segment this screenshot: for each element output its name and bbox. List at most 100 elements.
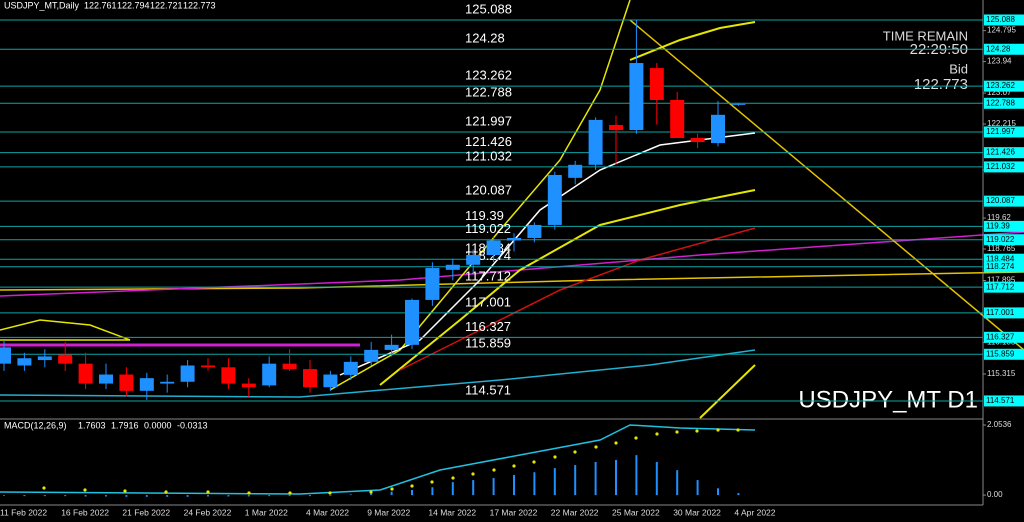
macd-bar [227,495,230,497]
band-lower [699,364,756,419]
macd-bar [717,488,719,496]
level-tag-label: 116.327 [986,332,1015,341]
x-tick-label: 25 Mar 2022 [612,507,660,517]
macd-signal-dot [369,490,373,494]
level-tag [984,220,1024,232]
x-tick-label: 4 Mar 2022 [306,507,349,517]
candle-body [201,365,215,368]
trend-line [629,19,1024,351]
macd-y-tick-label: 2.0536 [987,420,1012,429]
candle-body [17,358,32,366]
macd-signal-dot [390,487,394,491]
ohlc-low: 122.721 [150,0,183,10]
candle-body [323,374,338,388]
level-label: 122.788 [465,85,512,100]
candle-body [711,114,725,144]
candle-body [690,138,705,142]
level-label: 121.032 [465,148,512,163]
macd-bar [431,487,434,496]
watermark: USDJPY_MT D1 [798,386,978,413]
candle-body [649,68,664,100]
indicator-lines [0,0,1024,419]
macd-signal-dot [83,488,87,492]
y-tick-label: 123.07 [987,88,1012,97]
candle-body [568,164,583,178]
macd-signal-dot [451,476,455,480]
macd-bar [166,495,169,497]
macd-signal-dot [695,429,699,433]
macd-bar [451,482,454,496]
macd-bar [492,478,495,496]
candle-body [670,99,685,139]
macd-bar [84,495,87,497]
macd-signal-dot [247,491,251,495]
level-tag [984,281,1024,293]
candle-body [58,354,73,364]
macd-bar [247,495,250,497]
level-tag-label: 119.39 [986,221,1010,230]
y-tick-label: 119.62 [987,213,1011,222]
candle-body [303,369,317,388]
macd-signal-dot [471,472,475,476]
candle-body [282,363,297,370]
candle-body [37,356,52,361]
macd-bar [43,495,46,497]
macd-signal-dot [553,455,557,459]
candle-body [731,103,746,105]
y-tick-label: 122.215 [987,119,1016,128]
macd-bar [472,480,475,496]
moving-average [339,132,756,376]
macd-signal-dot [532,460,536,464]
candle-body [629,63,644,131]
macd-bar [594,461,597,496]
level-tag-label: 118.274 [986,262,1015,271]
macd-reading: 0.0000 [144,420,172,430]
moving-average [399,227,756,371]
level-tag [984,307,1024,319]
macd-signal-dot [736,428,740,432]
band-upper [629,21,756,61]
x-tick-label: 22 Mar 2022 [551,507,599,517]
time-remain-label: TIME REMAIN [883,28,968,43]
macd-bar [696,480,699,496]
candle-body [160,381,175,384]
y-tick-label: 115.315 [987,369,1016,378]
x-tick-label: 4 Apr 2022 [734,507,775,517]
level-tag [984,43,1024,55]
candle-body [139,378,154,391]
macd-signal-dot [614,441,618,445]
x-tick-label: 16 Feb 2022 [61,507,109,517]
x-tick-label: 30 Mar 2022 [673,507,721,517]
x-tick-label: 11 Feb 2022 [0,507,47,517]
level-tag-label: 123.262 [986,81,1015,90]
moving-average [0,349,756,398]
level-tag [984,234,1024,246]
macd-bar [370,493,373,496]
level-label: 117.712 [465,269,511,284]
level-tag-label: 125.088 [986,15,1015,24]
level-tag [984,395,1024,407]
macd-bar [145,495,148,497]
level-tag-label: 124.28 [986,44,1011,53]
x-tick-label: 9 Mar 2022 [367,507,410,517]
level-label: 124.28 [465,31,505,46]
macd-signal-dot [573,450,577,454]
candle-body [241,383,256,388]
level-tag-label: 117.712 [986,282,1015,291]
trend-line [0,271,1024,291]
macd-reading: 1.7603 [78,420,106,430]
symbol: USDJPY_MT,Daily [4,0,80,10]
macd-bar [329,495,332,496]
level-label: 117.001 [465,294,511,309]
level-label: 121.997 [465,113,512,128]
level-tag [984,195,1024,207]
macd-bar [553,468,556,496]
macd-bar [655,461,658,496]
y-tick-label: 117.895 [987,276,1016,285]
macd-bar [288,495,291,497]
macd-signal-dot [655,432,659,436]
macd-bar [737,493,740,496]
macd-bar [309,495,311,497]
macd-bar [513,474,515,496]
macd-signal-dot [328,491,332,495]
